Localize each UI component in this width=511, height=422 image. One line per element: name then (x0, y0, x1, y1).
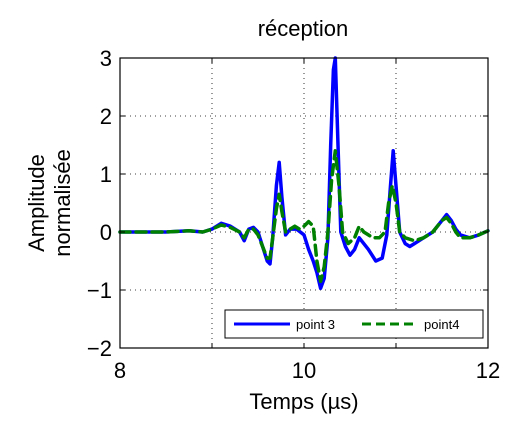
y-axis-title-line-1: Amplitude (24, 154, 49, 252)
series-layer (118, 56, 490, 291)
y-tick-label: 3 (100, 46, 112, 71)
legend-label-point-3: point 3 (296, 317, 335, 332)
x-axis-title: Temps (µs) (249, 389, 358, 414)
y-tick-label: 0 (100, 220, 112, 245)
series-line-point4 (118, 149, 490, 284)
legend-label-point4: point4 (424, 317, 459, 332)
y-axis-title-line-2: normalisée (50, 149, 75, 257)
y-tick-labels: −2 −1 0 1 2 3 (87, 46, 112, 361)
chart-title: réception (258, 16, 349, 41)
legend: point 3 point4 (224, 309, 484, 339)
y-tick-label: 1 (100, 162, 112, 187)
y-tick-label: −2 (87, 336, 112, 361)
grid (120, 58, 488, 348)
x-tick-label: 10 (292, 358, 316, 383)
x-tick-label: 12 (476, 358, 500, 383)
y-tick-label: −1 (87, 278, 112, 303)
y-tick-label: 2 (100, 104, 112, 129)
x-tick-labels: 8 10 12 (114, 358, 500, 383)
axis-ticks (119, 57, 489, 349)
x-tick-label: 8 (114, 358, 126, 383)
y-axis-title-group: Amplitude normalisée (24, 149, 75, 257)
